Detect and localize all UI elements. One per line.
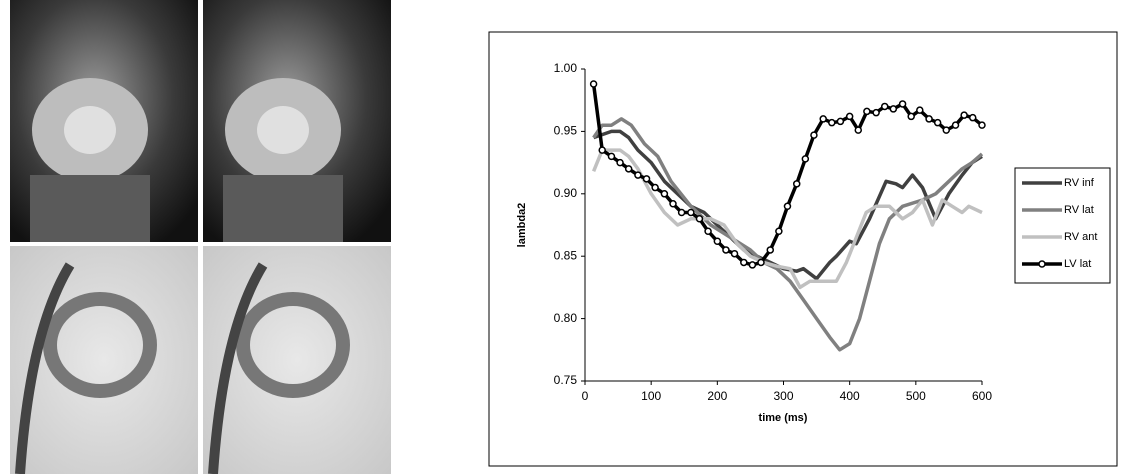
- series-line: [593, 129, 983, 281]
- series-marker: [880, 102, 889, 111]
- series-marker: [942, 126, 951, 134]
- series-marker: [898, 100, 907, 108]
- series-marker: [740, 258, 748, 267]
- series-marker: [836, 117, 845, 126]
- series-marker: [916, 106, 924, 114]
- series-marker: [687, 208, 695, 217]
- x-tick-label: 300: [773, 389, 793, 403]
- chart-frame: [488, 31, 1118, 467]
- series-marker: [819, 115, 827, 123]
- legend-label: RV inf: [1064, 177, 1095, 189]
- series-marker: [960, 111, 968, 119]
- series-marker: [589, 80, 598, 88]
- series-marker: [757, 258, 765, 267]
- image-panel: [10, 0, 391, 474]
- series-marker: [968, 113, 977, 122]
- x-tick-label: 200: [707, 389, 727, 403]
- y-tick-label: 0.90: [554, 186, 578, 200]
- series-marker: [669, 200, 677, 208]
- series-marker: [810, 131, 818, 139]
- series-marker: [677, 208, 686, 217]
- series-marker: [748, 261, 757, 269]
- series-marker: [933, 118, 942, 127]
- legend-label: RV ant: [1064, 231, 1097, 243]
- series-marker: [872, 108, 880, 117]
- series-marker: [978, 121, 986, 129]
- series-marker: [713, 237, 722, 245]
- y-tick-label: 0.75: [554, 373, 578, 387]
- y-tick-label: 0.95: [554, 124, 578, 138]
- series-marker: [854, 126, 863, 134]
- series-marker: [863, 107, 871, 116]
- series-marker: [634, 171, 642, 179]
- legend-label: RV lat: [1064, 204, 1094, 216]
- series-marker: [925, 115, 933, 123]
- series-marker: [792, 180, 801, 188]
- series-marker: [775, 227, 783, 235]
- x-axis-label: time (ms): [759, 412, 808, 424]
- series-marker: [951, 121, 960, 129]
- x-tick-label: 600: [972, 389, 992, 403]
- series-line: [591, 148, 983, 290]
- y-axis-label: lambda2: [516, 203, 528, 248]
- series-marker: [598, 146, 606, 154]
- legend-marker: [1038, 260, 1046, 268]
- legend-label: LV lat: [1064, 258, 1091, 270]
- series-marker: [845, 112, 854, 121]
- y-tick-label: 0.85: [554, 248, 578, 262]
- y-tick-label: 1.00: [554, 61, 578, 75]
- series-marker: [783, 202, 792, 211]
- x-tick-label: 400: [840, 389, 860, 403]
- series-marker: [730, 249, 739, 258]
- series-marker: [889, 105, 898, 113]
- series-marker: [607, 152, 616, 161]
- series-marker: [828, 118, 836, 127]
- series-marker: [801, 155, 810, 163]
- series-marker: [695, 215, 704, 223]
- series-marker: [722, 246, 730, 254]
- x-tick-label: 100: [641, 389, 661, 403]
- series-marker: [651, 183, 659, 192]
- series-marker: [704, 227, 712, 235]
- series-marker: [766, 246, 775, 254]
- x-tick-label: 500: [906, 389, 926, 403]
- x-tick-label: 0: [582, 389, 589, 403]
- series-marker: [642, 175, 651, 183]
- series-marker: [907, 112, 915, 121]
- y-tick-label: 0.80: [554, 311, 578, 325]
- series-marker: [616, 158, 624, 167]
- series-marker: [624, 165, 633, 173]
- series-marker: [660, 190, 669, 198]
